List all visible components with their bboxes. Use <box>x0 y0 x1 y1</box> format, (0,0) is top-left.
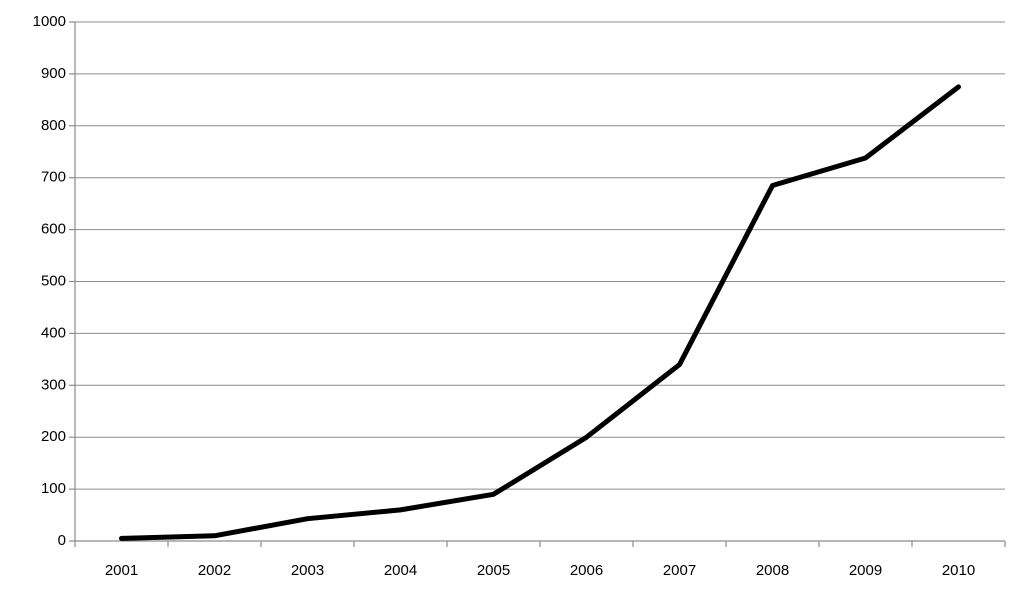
x-tick-label: 2003 <box>291 562 324 579</box>
x-tick-label: 2004 <box>384 562 417 579</box>
x-tick-label: 2002 <box>198 562 231 579</box>
data-line <box>119 84 961 541</box>
y-tick-label: 800 <box>41 117 66 134</box>
y-tick-label: 700 <box>41 169 66 186</box>
y-tick-label: 500 <box>41 272 66 289</box>
x-tick-label: 2007 <box>663 562 696 579</box>
y-tick-label: 200 <box>41 428 66 445</box>
y-tick-label: 1000 <box>33 13 66 30</box>
y-tick-label: 300 <box>41 376 66 393</box>
x-tick-label: 2005 <box>477 562 510 579</box>
y-tick-label: 0 <box>58 532 66 549</box>
y-tick-label: 100 <box>41 480 66 497</box>
y-tick-label: 400 <box>41 324 66 341</box>
y-tick-label: 900 <box>41 65 66 82</box>
x-tick-label: 2009 <box>849 562 882 579</box>
x-tick-label: 2001 <box>105 562 138 579</box>
x-tick-label: 2008 <box>756 562 789 579</box>
y-tick-label: 600 <box>41 221 66 238</box>
x-tick-label: 2010 <box>942 562 975 579</box>
x-tick-label: 2006 <box>570 562 603 579</box>
